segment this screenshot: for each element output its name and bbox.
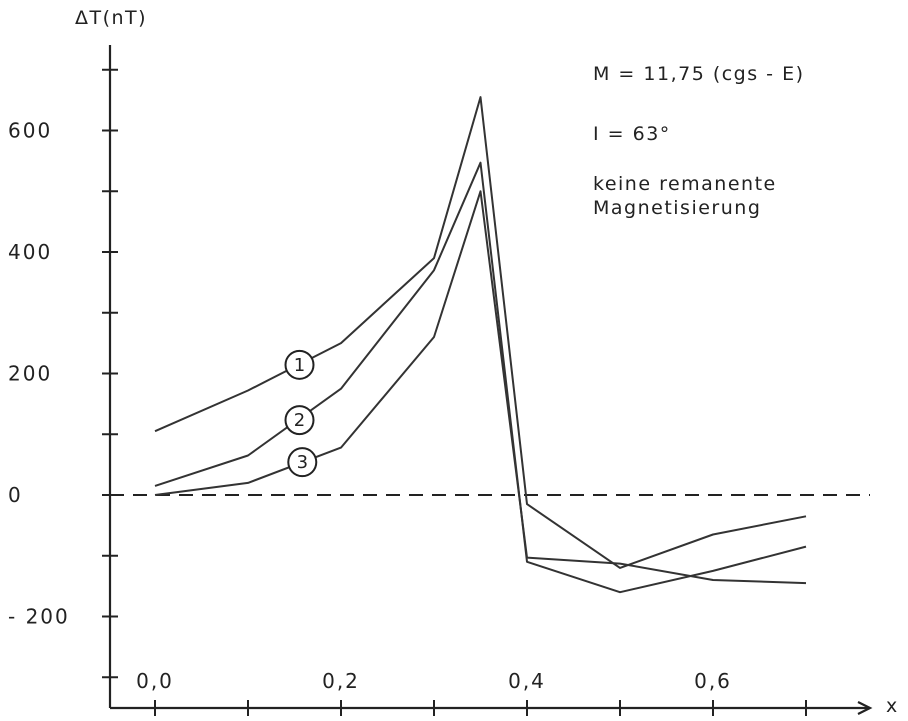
- series-2-line: [154, 161, 807, 594]
- y-ticks: 600 400 200 0 - 200: [8, 68, 118, 679]
- series-labels: 1 2 3: [284, 349, 318, 478]
- y-tick-label: 200: [8, 362, 52, 386]
- series-layer: [154, 96, 807, 594]
- x-ticks: 0,0 0,2 0,4 0,6: [136, 669, 807, 716]
- x-tick-label: 0,0: [136, 669, 174, 693]
- x-tick-label: 0,4: [508, 669, 546, 693]
- series-3-label: 3: [297, 452, 308, 473]
- y-tick-label: 400: [8, 240, 52, 264]
- series-1-marker: [284, 349, 315, 380]
- annotation-inclination: I = 63°: [593, 123, 671, 145]
- x-tick-label: 0,2: [322, 669, 360, 693]
- x-axis-label: x: [886, 695, 899, 717]
- annotation-remanence-line2: Magnetisierung: [593, 197, 761, 219]
- y-axis-label: ΔT(nT): [75, 7, 147, 29]
- annotation-remanence-line1: keine remanente: [593, 173, 777, 195]
- x-tick-label: 0,6: [694, 669, 732, 693]
- series-1-line: [154, 96, 807, 569]
- annotation-magnetization: M = 11,75 (cgs - E): [593, 63, 805, 85]
- y-tick-label: 600: [8, 119, 52, 143]
- y-tick-label: - 200: [8, 605, 70, 629]
- y-tick-label: 0: [8, 483, 23, 507]
- x-axis-arrow-icon: [857, 701, 873, 715]
- annotation-block: M = 11,75 (cgs - E) I = 63° keine remane…: [593, 63, 805, 219]
- series-2-label: 2: [294, 410, 305, 431]
- axes: [108, 45, 873, 715]
- series-3-marker: [287, 447, 318, 478]
- series-3-line: [154, 190, 807, 585]
- series-1-label: 1: [294, 355, 305, 376]
- series-2-marker: [284, 405, 315, 436]
